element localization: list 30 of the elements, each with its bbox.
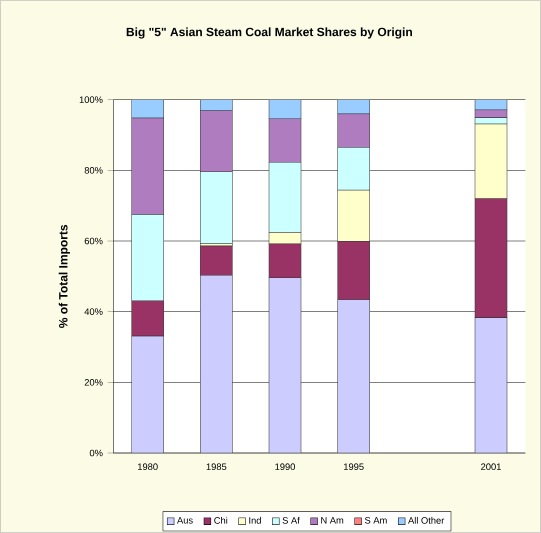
x-tick-label: 1995	[344, 463, 364, 470]
chart-title: Big "5" Asian Steam Coal Market Shares by Origin	[126, 27, 412, 39]
bar	[474, 317, 508, 453]
legend-label: Ind	[249, 516, 261, 524]
y-tick-label: 0%	[90, 450, 103, 456]
legend-label: All Other	[408, 516, 444, 524]
bar	[131, 336, 164, 453]
bar	[200, 275, 233, 453]
bar	[474, 100, 508, 110]
x-tick-label: 1990	[275, 463, 296, 470]
y-axis-title: % of Total Imports	[58, 224, 70, 328]
y-tick-label: 100%	[80, 96, 103, 103]
y-tick-label: 60%	[84, 238, 103, 244]
bar	[268, 277, 302, 453]
legend-label: N Am	[321, 517, 344, 524]
bar	[200, 100, 233, 111]
legend-label: Chi	[214, 516, 228, 524]
legend-label: Aus	[177, 517, 193, 524]
x-tick-label: 1985	[206, 463, 226, 470]
bar	[131, 100, 164, 118]
y-tick-label: 20%	[84, 379, 103, 386]
bar	[268, 100, 302, 120]
bar	[337, 299, 370, 453]
y-tick-label: 80%	[84, 167, 103, 174]
y-tick-label: 40%	[84, 308, 103, 315]
legend-label: S Am	[364, 517, 387, 524]
legend-label: S Af	[282, 516, 300, 524]
x-tick-label: 1980	[138, 463, 158, 470]
x-tick-label: 2001	[481, 463, 501, 470]
bar	[337, 100, 370, 114]
